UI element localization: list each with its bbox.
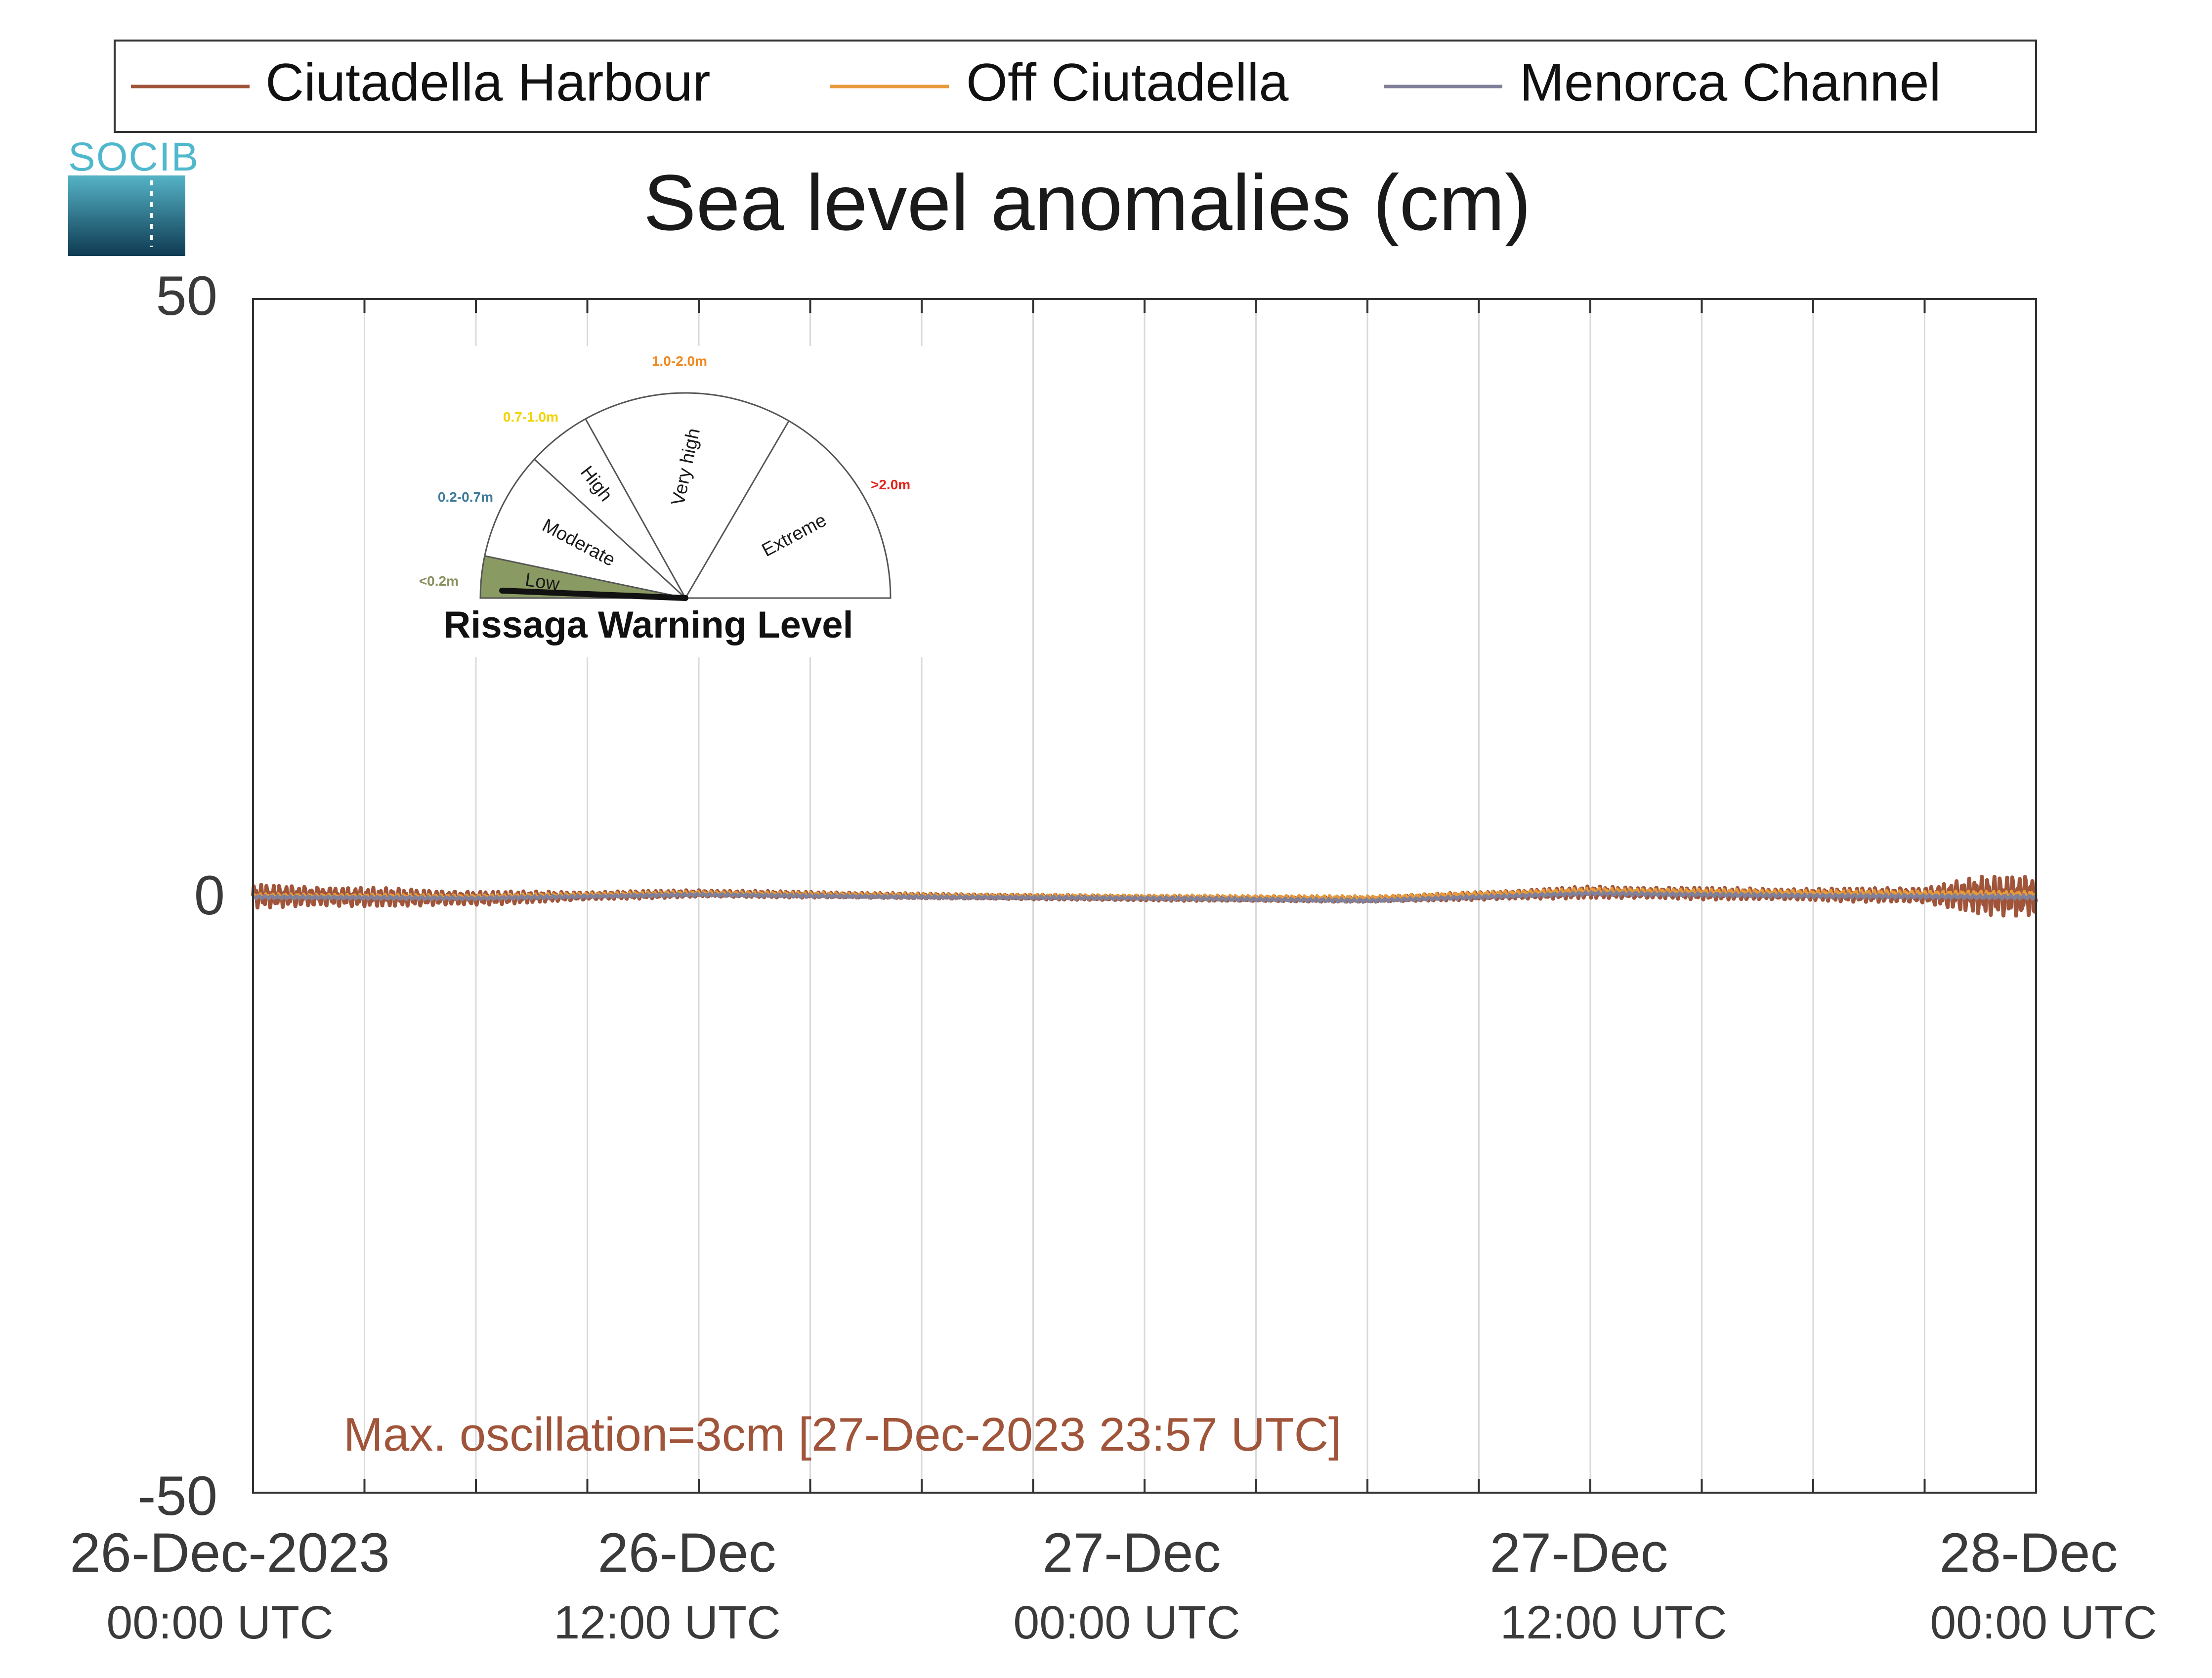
x-tick-label-line1: 27-Dec bbox=[1489, 1522, 1668, 1584]
socib-logo-wave bbox=[68, 175, 185, 256]
gauge-range-very-high: 1.0-2.0m bbox=[652, 353, 707, 369]
socib-logo-text: SOCIB bbox=[68, 134, 199, 179]
x-axis-labels: 26-Dec-2023 00:00 UTC 26-Dec 12:00 UTC 2… bbox=[70, 1522, 2157, 1649]
gauge-outline bbox=[479, 392, 892, 599]
gauge-divider bbox=[585, 419, 686, 599]
gauge-range-moderate: 0.2-0.7m bbox=[438, 489, 493, 505]
y-tick-label-minus-50: -50 bbox=[137, 1465, 217, 1527]
series-line-menorca-channel bbox=[252, 890, 2038, 904]
x-tick-label-line2: 12:00 UTC bbox=[1500, 1596, 1727, 1649]
chart-title: Sea level anomalies (cm) bbox=[643, 158, 1531, 247]
x-tick-label-line2: 00:00 UTC bbox=[106, 1596, 333, 1649]
x-tick-label-line2: 00:00 UTC bbox=[1930, 1596, 2157, 1649]
gauge-divider bbox=[684, 421, 790, 599]
x-tick-label-line2: 00:00 UTC bbox=[1013, 1596, 1240, 1649]
y-tick-label-0: 0 bbox=[194, 864, 225, 926]
x-tick-label-line1: 26-Dec bbox=[597, 1522, 776, 1584]
x-tick-label-line1: 27-Dec bbox=[1042, 1522, 1221, 1584]
legend-label-off-ciutadella: Off Ciutadella bbox=[966, 52, 1289, 112]
gauge-range-extreme: >2.0m bbox=[871, 477, 910, 492]
x-tick-label-line2: 12:00 UTC bbox=[553, 1596, 780, 1649]
rissaga-gauge: Low Moderate High Very high Extreme <0.2… bbox=[395, 346, 924, 657]
legend-label-menorca-channel: Menorca Channel bbox=[1520, 52, 1941, 112]
x-tick-label-line1: 28-Dec bbox=[1939, 1522, 2118, 1584]
gauge-title: Rissaga Warning Level bbox=[443, 604, 853, 646]
gauge-divider bbox=[484, 555, 686, 599]
legend: Ciutadella Harbour Off Ciutadella Menorc… bbox=[114, 40, 2037, 133]
legend-label-ciutadella-harbour: Ciutadella Harbour bbox=[265, 52, 711, 112]
gauge-range-high: 0.7-1.0m bbox=[503, 409, 558, 425]
socib-logo: SOCIB bbox=[68, 134, 199, 256]
legend-frame bbox=[114, 40, 2037, 133]
gauge-range-low: <0.2m bbox=[419, 573, 459, 589]
y-tick-label-50: 50 bbox=[156, 265, 217, 327]
gauge-divider bbox=[533, 458, 686, 599]
x-tick-label-line1: 26-Dec-2023 bbox=[70, 1522, 390, 1584]
max-oscillation-annotation: Max. oscillation=3cm [27-Dec-2023 23:57 … bbox=[343, 1408, 1342, 1461]
gauge-background bbox=[395, 346, 924, 657]
plot-frame bbox=[252, 298, 2037, 1494]
gauge-needle bbox=[499, 588, 688, 601]
series-lines bbox=[251, 874, 2038, 918]
